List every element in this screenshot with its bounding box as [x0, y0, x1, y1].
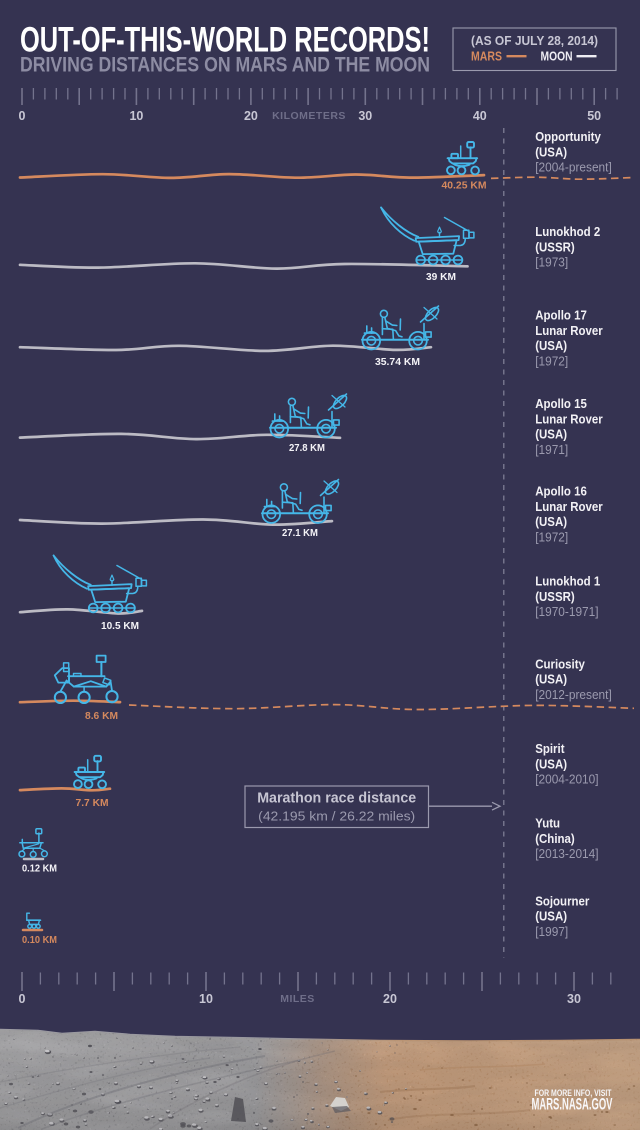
svg-text:MOON: MOON — [541, 49, 573, 64]
svg-text:40.25 KM: 40.25 KM — [442, 180, 487, 192]
svg-text:40: 40 — [473, 109, 487, 123]
svg-text:Marathon race distance: Marathon race distance — [257, 790, 416, 807]
svg-text:(USA): (USA) — [535, 338, 567, 353]
svg-text:50: 50 — [587, 109, 601, 123]
svg-text:27.8 KM: 27.8 KM — [289, 442, 325, 454]
svg-text:10: 10 — [199, 992, 213, 1006]
svg-text:[2004-present]: [2004-present] — [535, 160, 612, 175]
svg-text:MARS.NASA.GOV: MARS.NASA.GOV — [532, 1096, 613, 1114]
svg-text:20: 20 — [244, 109, 258, 123]
svg-text:(USA): (USA) — [535, 909, 567, 924]
svg-text:Sojourner: Sojourner — [535, 894, 589, 909]
svg-text:0: 0 — [19, 992, 26, 1006]
svg-text:Lunokhod 1: Lunokhod 1 — [535, 574, 600, 589]
svg-text:30: 30 — [358, 109, 372, 123]
svg-text:[1970-1971]: [1970-1971] — [535, 605, 598, 620]
svg-text:7.7 KM: 7.7 KM — [76, 797, 109, 809]
svg-text:(USA): (USA) — [535, 514, 567, 529]
svg-text:Curiosity: Curiosity — [535, 657, 585, 672]
svg-text:Opportunity: Opportunity — [535, 129, 601, 144]
svg-text:Lunar Rover: Lunar Rover — [535, 412, 603, 427]
svg-text:Lunar Rover: Lunar Rover — [535, 323, 603, 338]
svg-text:0.10 KM: 0.10 KM — [22, 934, 57, 946]
svg-text:[1972]: [1972] — [535, 530, 568, 545]
svg-text:Apollo 15: Apollo 15 — [535, 396, 587, 411]
svg-text:0: 0 — [19, 109, 26, 123]
svg-text:[2012-present]: [2012-present] — [535, 687, 612, 702]
svg-text:Yutu: Yutu — [535, 816, 560, 831]
svg-text:[1972]: [1972] — [535, 354, 568, 369]
svg-text:(USSR): (USSR) — [535, 589, 575, 604]
svg-text:Apollo 17: Apollo 17 — [535, 308, 587, 323]
svg-text:39 KM: 39 KM — [426, 271, 456, 283]
svg-text:(USA): (USA) — [535, 757, 567, 772]
svg-text:(USA): (USA) — [535, 427, 567, 442]
svg-text:Lunar Rover: Lunar Rover — [535, 499, 603, 514]
svg-text:KILOMETERS: KILOMETERS — [272, 110, 346, 122]
svg-text:10: 10 — [129, 109, 143, 123]
svg-text:[1971]: [1971] — [535, 442, 568, 457]
svg-text:(USA): (USA) — [535, 145, 567, 160]
svg-text:(42.195 km / 26.22 miles): (42.195 km / 26.22 miles) — [258, 809, 415, 824]
svg-text:[2013-2014]: [2013-2014] — [535, 847, 598, 862]
svg-text:10.5 KM: 10.5 KM — [101, 620, 139, 632]
svg-text:35.74 KM: 35.74 KM — [375, 356, 420, 368]
svg-text:DRIVING DISTANCES ON MARS AND: DRIVING DISTANCES ON MARS AND THE MOON — [20, 54, 430, 77]
svg-text:(China): (China) — [535, 831, 575, 846]
svg-text:[1997]: [1997] — [535, 924, 568, 939]
svg-text:OUT-OF-THIS-WORLD RECORDS!: OUT-OF-THIS-WORLD RECORDS! — [20, 20, 430, 60]
svg-text:MARS: MARS — [471, 49, 502, 64]
svg-text:(USA): (USA) — [535, 672, 567, 687]
svg-text:(USSR): (USSR) — [535, 240, 575, 255]
svg-text:[1973]: [1973] — [535, 255, 568, 270]
svg-text:0.12 KM: 0.12 KM — [22, 863, 57, 875]
svg-text:Apollo 16: Apollo 16 — [535, 484, 587, 499]
svg-text:8.6 KM: 8.6 KM — [85, 710, 118, 722]
svg-text:Spirit: Spirit — [535, 741, 564, 756]
svg-text:[2004-2010]: [2004-2010] — [535, 772, 598, 787]
svg-text:20: 20 — [383, 992, 397, 1006]
svg-text:(AS OF JULY 28, 2014): (AS OF JULY 28, 2014) — [471, 34, 598, 48]
svg-text:FOR MORE INFO, VISIT: FOR MORE INFO, VISIT — [535, 1088, 612, 1098]
svg-text:30: 30 — [567, 992, 581, 1006]
svg-text:27.1 KM: 27.1 KM — [282, 527, 318, 539]
svg-text:Lunokhod 2: Lunokhod 2 — [535, 224, 600, 239]
svg-text:MILES: MILES — [280, 993, 315, 1005]
